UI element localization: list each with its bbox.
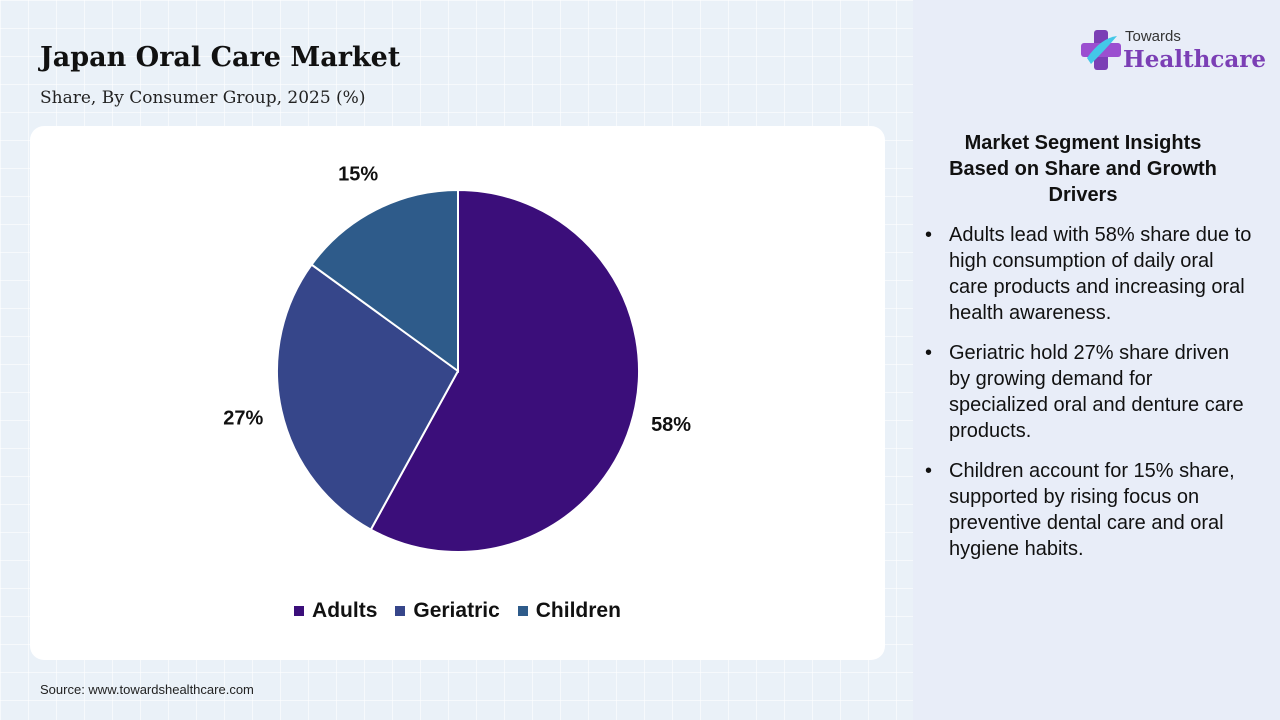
pie-label-children: 15% <box>338 163 378 185</box>
chart-card: 58% 27% 15% Adults Geriatric Children <box>30 126 885 660</box>
legend-item-children: Children <box>517 599 621 623</box>
legend-swatch <box>395 606 406 616</box>
legend-label: Adults <box>312 599 378 622</box>
legend-swatch <box>294 606 305 616</box>
pie-slice-children <box>310 188 459 373</box>
logo-text-healthcare: Healthcare <box>1123 46 1267 73</box>
legend-item-geriatric: Geriatric <box>395 599 500 623</box>
page-title: Japan Oral Care Market <box>40 42 401 73</box>
insights-panel: Towards Healthcare Market Segment Insigh… <box>913 0 1280 720</box>
source-note: Source: www.towardshealthcare.com <box>40 682 254 697</box>
pie-slice-adults <box>369 188 640 553</box>
logo-text-towards: Towards <box>1125 28 1181 45</box>
brand-logo: Towards Healthcare <box>1081 26 1271 78</box>
pie-slice-geriatric <box>276 263 460 531</box>
legend-label: Children <box>535 599 621 622</box>
legend-item-adults: Adults <box>294 599 377 623</box>
legend-label: Geriatric <box>413 599 500 622</box>
chart-legend: Adults Geriatric Children <box>30 599 885 623</box>
pie-label-geriatric: 27% <box>223 407 263 429</box>
insight-item: Children account for 15% share, supporte… <box>923 458 1253 562</box>
pie-label-adults: 58% <box>651 414 691 436</box>
insights-list: Adults lead with 58% share due to high c… <box>923 222 1253 576</box>
insight-item: Adults lead with 58% share due to high c… <box>923 222 1253 326</box>
cross-logo-icon <box>1081 30 1121 70</box>
pie-chart: 58% 27% 15% <box>223 163 691 553</box>
legend-swatch <box>517 606 528 616</box>
insights-title: Market Segment Insights Based on Share a… <box>949 132 1217 206</box>
page-subtitle: Share, By Consumer Group, 2025 (%) <box>40 88 366 108</box>
insight-item: Geriatric hold 27% share driven by growi… <box>923 340 1253 444</box>
